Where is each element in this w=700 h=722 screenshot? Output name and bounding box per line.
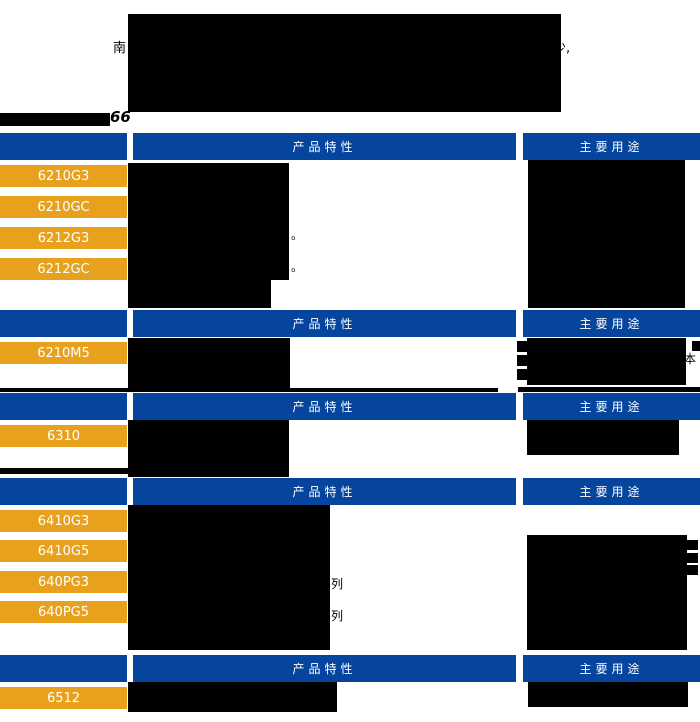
header-features-label: 产品特性 xyxy=(292,317,357,331)
product-code-cell: 6212GC xyxy=(0,258,127,280)
header-features-col: 产品特性 xyxy=(133,655,516,682)
product-code-cell: 6210M5 xyxy=(0,342,127,364)
redacted-strip xyxy=(0,468,288,474)
redacted-block xyxy=(128,420,289,477)
redacted-fragment xyxy=(517,355,527,366)
header-product-col xyxy=(0,478,127,505)
text-fragment: 。 xyxy=(291,228,304,242)
header-features-col: 产品特性 xyxy=(133,478,516,505)
product-code-cell: 6210G3 xyxy=(0,165,127,187)
header-uses-col: 主要用途 xyxy=(523,133,700,160)
product-code-cell: 640PG5 xyxy=(0,601,127,623)
redacted-fragment xyxy=(517,369,527,380)
redacted-block xyxy=(528,682,688,707)
redacted-fragment xyxy=(687,540,698,550)
header-uses-label: 主要用途 xyxy=(579,317,644,331)
redacted-block xyxy=(528,160,685,308)
redacted-fragment xyxy=(687,553,698,563)
redacted-block xyxy=(128,14,561,112)
header-features-label: 产品特性 xyxy=(292,485,357,499)
text-fragment: 本 xyxy=(684,352,697,366)
header-features-col: 产品特性 xyxy=(133,133,516,160)
header-uses-label: 主要用途 xyxy=(579,662,644,676)
redacted-fragment xyxy=(687,565,698,575)
redacted-strip xyxy=(518,387,700,392)
redacted-block xyxy=(527,420,679,455)
header-features-col: 产品特性 xyxy=(133,310,516,337)
product-code-cell: 6512 xyxy=(0,687,127,709)
redacted-block xyxy=(527,338,686,385)
product-code-cell: 6310 xyxy=(0,425,127,447)
header-uses-col: 主要用途 xyxy=(523,655,700,682)
redacted-block xyxy=(128,280,271,308)
redacted-block xyxy=(0,113,110,126)
intro-left-char: 南 xyxy=(113,41,127,56)
product-code-cell: 6410G5 xyxy=(0,540,127,562)
header-product-col xyxy=(0,310,127,337)
page-number: 66 xyxy=(110,108,131,126)
redacted-strip xyxy=(0,388,498,392)
text-fragment: 。 xyxy=(291,260,304,274)
redacted-block xyxy=(128,338,290,388)
header-features-label: 产品特性 xyxy=(292,400,357,414)
redacted-block xyxy=(128,682,337,712)
header-product-col xyxy=(0,393,127,420)
product-code-cell: 6410G3 xyxy=(0,510,127,532)
product-code-cell: 6212G3 xyxy=(0,227,127,249)
redacted-block xyxy=(128,505,330,650)
header-uses-label: 主要用途 xyxy=(579,140,644,154)
header-product-col xyxy=(0,655,127,682)
header-uses-col: 主要用途 xyxy=(523,393,700,420)
header-uses-col: 主要用途 xyxy=(523,310,700,337)
header-features-label: 产品特性 xyxy=(292,662,357,676)
product-code-cell: 6210GC xyxy=(0,196,127,218)
header-features-label: 产品特性 xyxy=(292,140,357,154)
header-product-col xyxy=(0,133,127,160)
header-features-col: 产品特性 xyxy=(133,393,516,420)
text-fragment: 列 xyxy=(331,577,344,591)
redacted-fragment xyxy=(692,341,700,351)
redacted-block xyxy=(527,535,687,650)
header-uses-label: 主要用途 xyxy=(579,485,644,499)
text-fragment: 列 xyxy=(331,609,344,623)
header-uses-label: 主要用途 xyxy=(579,400,644,414)
redacted-block xyxy=(128,163,289,280)
product-code-cell: 640PG3 xyxy=(0,571,127,593)
redacted-fragment xyxy=(517,341,527,352)
header-uses-col: 主要用途 xyxy=(523,478,700,505)
